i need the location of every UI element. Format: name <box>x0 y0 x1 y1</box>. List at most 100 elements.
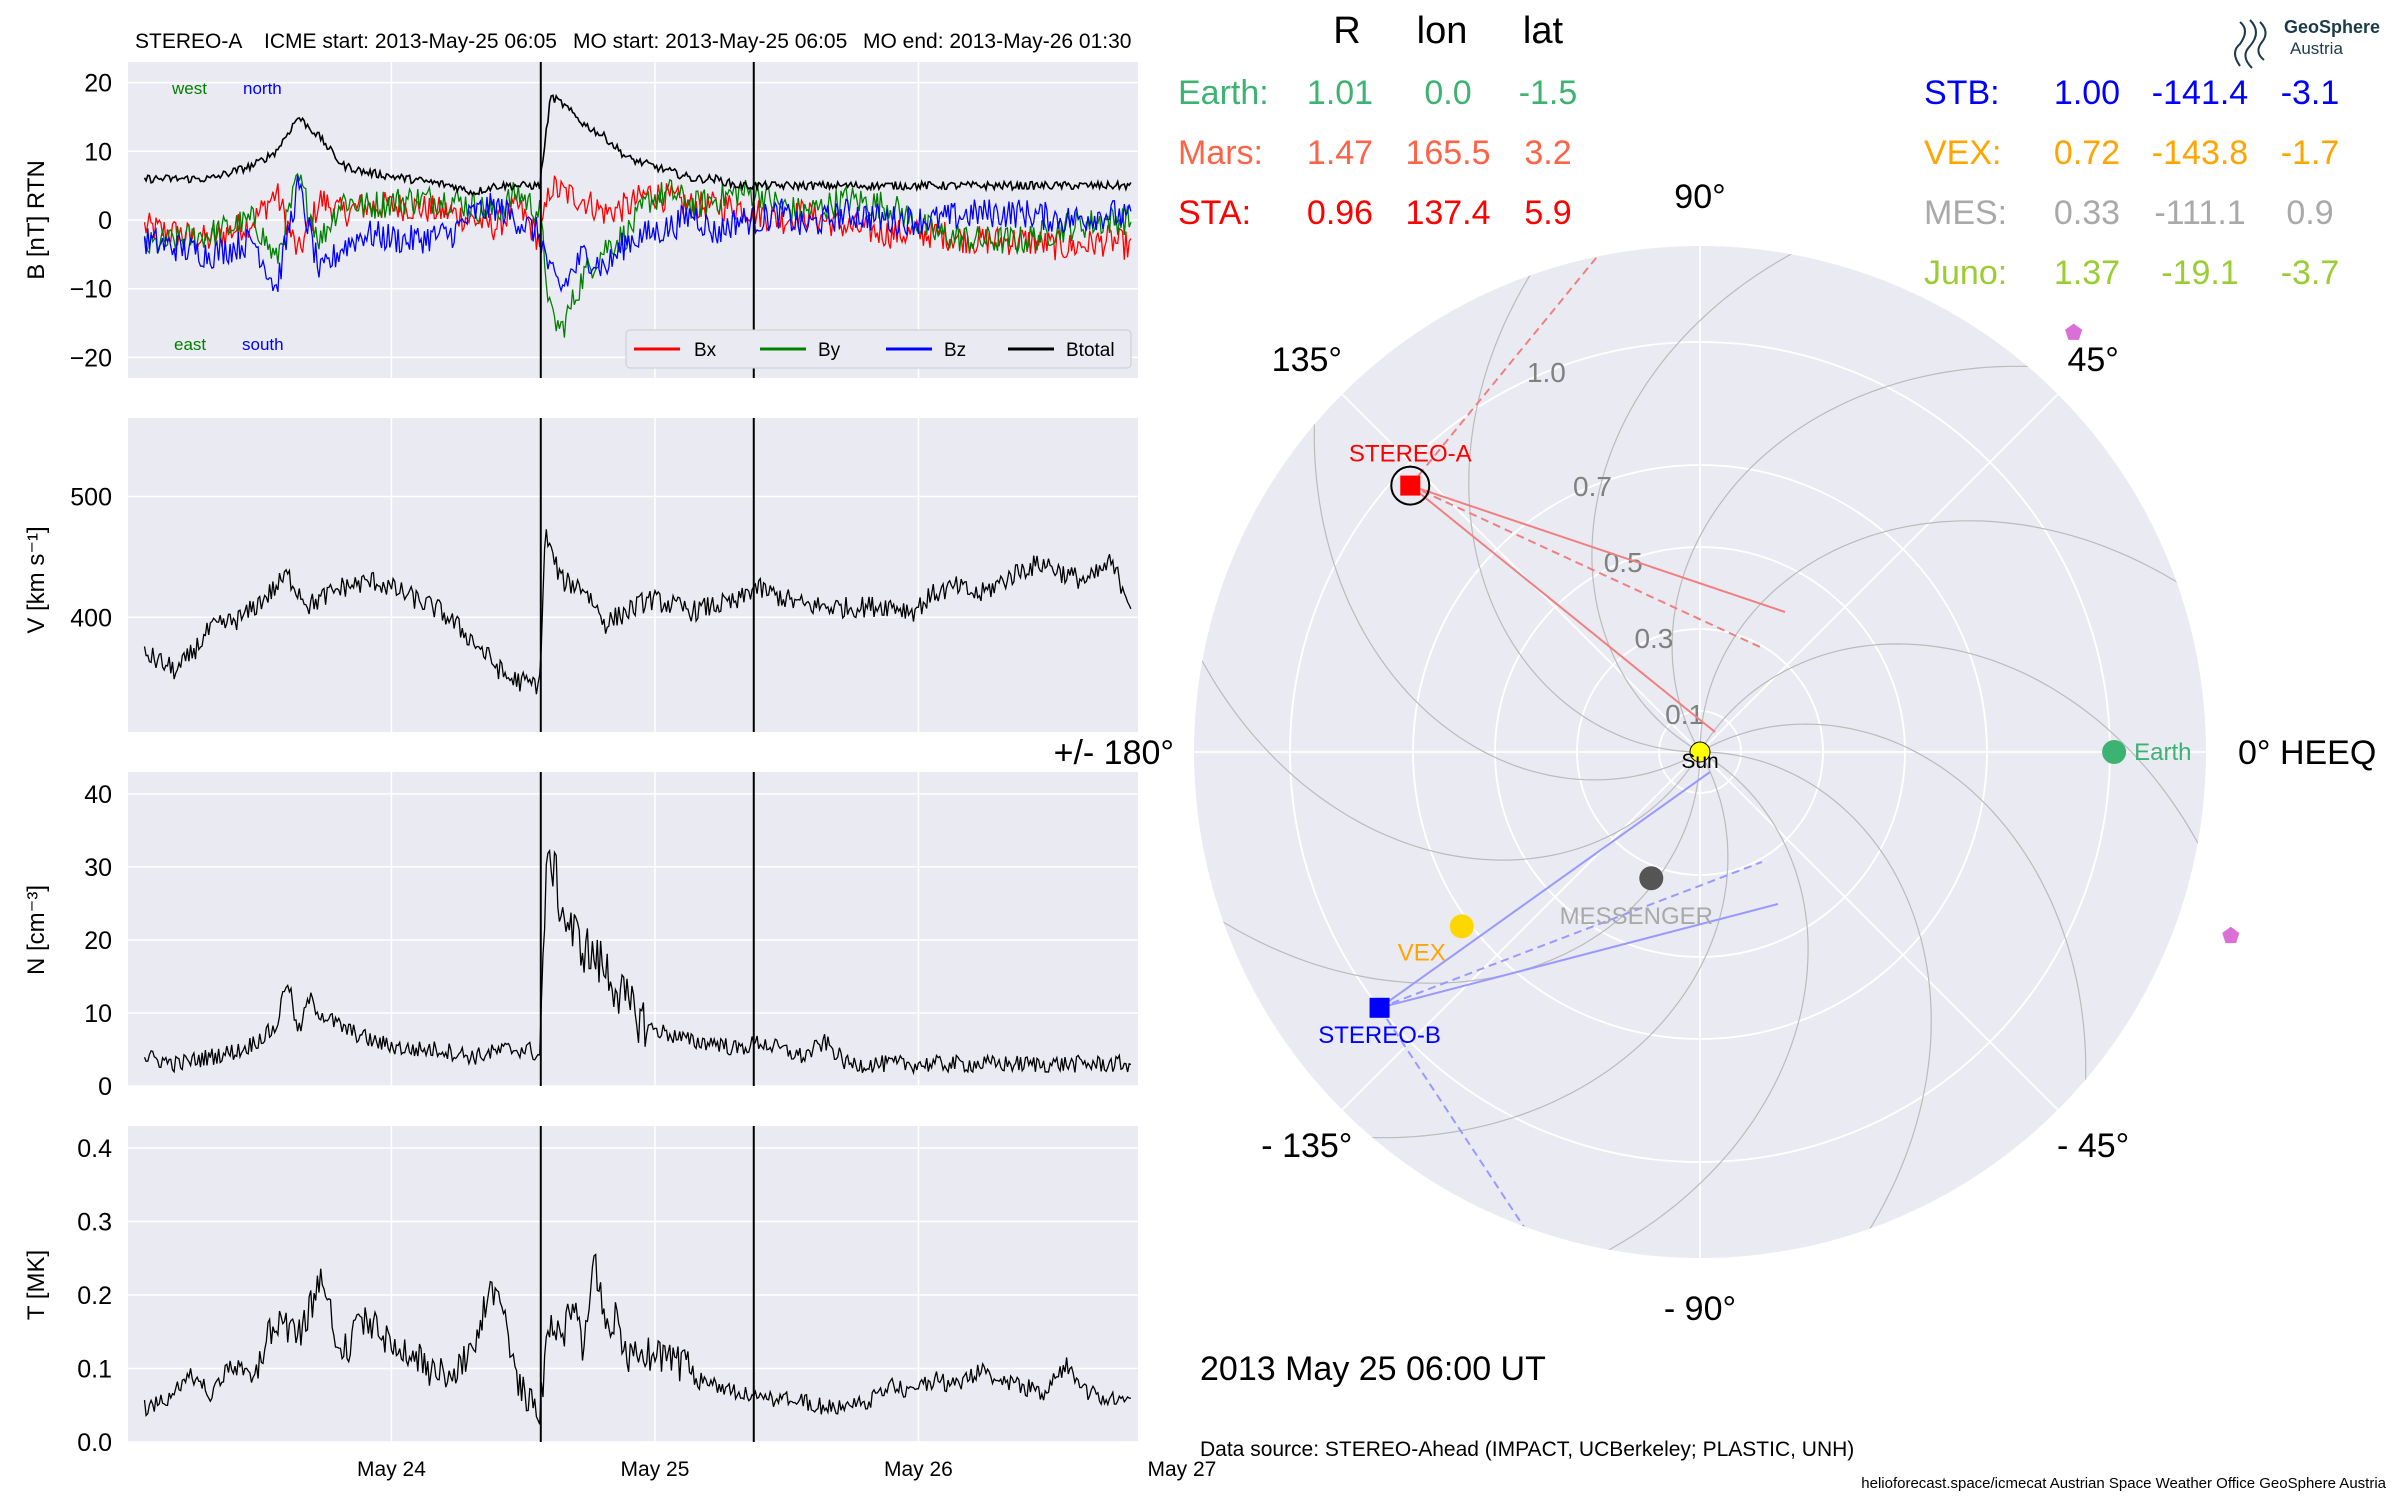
angle-label: - 135° <box>1261 1127 1352 1165</box>
juno-marker <box>2065 323 2083 340</box>
radial-tick-label: 1.0 <box>1527 357 1566 388</box>
sta-highlight-ring <box>1390 465 1431 506</box>
panel-background <box>128 1126 1138 1442</box>
timestamp: 2013 May 25 06:00 UT <box>1200 1350 1546 1388</box>
y-tick-label: 0 <box>98 207 112 235</box>
y-tick-label: 0.2 <box>77 1282 112 1310</box>
table-right-r: 0.72 <box>2054 134 2120 172</box>
radial-tick-label: 0.7 <box>1573 471 1612 502</box>
panel-background <box>128 772 1138 1086</box>
table-right-name: STB: <box>1924 74 2000 112</box>
body-vex-label: VEX <box>1398 939 1446 966</box>
body-messenger-marker <box>1639 866 1664 891</box>
footer-credits: helioforecast.space/icmecat Austrian Spa… <box>1861 1475 2386 1492</box>
legend-by: By <box>818 340 841 361</box>
annotation-north: north <box>243 79 282 98</box>
parker-spiral-line <box>1194 628 1699 861</box>
stb-solid-line <box>1378 771 1711 1009</box>
header-mo-end: MO end: 2013-May-26 01:30 <box>863 30 1132 53</box>
y-tick-label: 30 <box>84 854 112 882</box>
ylabel-n: N [cm⁻³] <box>23 885 50 975</box>
body-stereo-b-marker <box>1369 997 1390 1018</box>
density-panel: N [cm⁻³] 0 10 20 30 40 <box>23 772 1138 1101</box>
stb-dashed-line <box>1378 1007 1581 1258</box>
logo-mark-icon <box>2234 19 2267 69</box>
angular-grid-line <box>1699 751 2059 1111</box>
table-left-lon: 0.0 <box>1424 74 1471 112</box>
angle-label: - 45° <box>2057 1127 2129 1165</box>
body-sun-label: Sun <box>1681 750 1718 773</box>
parker-spiral-line <box>1335 755 1729 1139</box>
annotation-south: south <box>242 335 284 354</box>
stb-dashed-line <box>1379 861 1763 1009</box>
logo-line1: GeoSphere <box>2284 17 2380 37</box>
table-right-r: 0.33 <box>2054 194 2120 232</box>
x-tick-label: May 26 <box>884 1458 953 1481</box>
body-sun-marker <box>1689 741 1711 763</box>
body-stereo-a-marker <box>1400 475 1421 496</box>
y-tick-label: 500 <box>70 484 112 512</box>
parker-spiral-line <box>1468 246 1696 753</box>
parker-spiral-line <box>1703 723 2087 1117</box>
y-tick-label: 0.0 <box>77 1429 112 1457</box>
annotation-west: west <box>171 79 207 98</box>
geosphere-logo: GeoSphere Austria <box>2234 17 2380 69</box>
radial-tick-label: 0.3 <box>1634 623 1673 654</box>
parker-spirals <box>1194 246 2206 1258</box>
header-mo-start: MO start: 2013-May-25 06:05 <box>573 30 847 53</box>
y-tick-label: 20 <box>84 927 112 955</box>
y-tick-label: 0 <box>98 1073 112 1101</box>
table-right-name: MES: <box>1924 194 2007 232</box>
series-line-data <box>143 1253 1131 1425</box>
radial-tick-label: 0.1 <box>1665 699 1704 730</box>
body-earth-marker <box>2102 740 2127 764</box>
table-left-lat: -1.5 <box>1519 74 1578 112</box>
angular-grid-line <box>1341 751 1701 1111</box>
spacecraft-connection-lines <box>1378 246 1786 1258</box>
series-line-bz <box>143 175 1132 294</box>
logo-line2: Austria <box>2290 39 2343 58</box>
body-stereo-a-label: STEREO-A <box>1349 441 1472 468</box>
series-line-btotal <box>143 93 1132 197</box>
table-left-r: 1.01 <box>1307 74 1373 112</box>
parker-spiral-line <box>1704 751 1932 1258</box>
y-tick-label: 10 <box>84 1000 112 1028</box>
header-spacecraft: STEREO-A <box>135 30 242 53</box>
table-left-name: Earth: <box>1178 74 1269 112</box>
table-right-r: 1.37 <box>2054 254 2120 292</box>
sta-dashed-line <box>1409 246 1651 487</box>
table-right-lat: -3.7 <box>2281 254 2340 292</box>
body-messenger-label: MESSENGER <box>1560 903 1713 930</box>
y-tick-label: −20 <box>70 344 112 372</box>
table-left-name: STA: <box>1178 194 1251 232</box>
series-line-data <box>143 529 1132 695</box>
table-left-lon: 165.5 <box>1405 134 1490 172</box>
position-tables: Earth: 1.01 0.0 -1.5 Mars: 1.47 165.5 3.2 STA: 0.… <box>1178 74 2339 292</box>
table-right-name: Juno: <box>1924 254 2007 292</box>
angle-label: +/- 180° <box>1054 734 1174 772</box>
angle-label: - 90° <box>1664 1290 1736 1328</box>
x-tick-label: May 25 <box>621 1458 690 1481</box>
table-left-lat: 5.9 <box>1524 194 1571 232</box>
angle-label: 90° <box>1674 178 1725 216</box>
x-tick-label: May 27 <box>1147 1458 1216 1481</box>
table-right-lat: -3.1 <box>2281 74 2340 112</box>
temperature-panel: T [MK] 0.0 0.1 0.2 0.3 0.4 May 24 May 25 May 26… <box>23 1126 1216 1481</box>
column-header-r: R <box>1333 10 1360 52</box>
stb-solid-line <box>1379 903 1779 1009</box>
body-vex-marker <box>1449 914 1474 939</box>
body-earth-label: Earth <box>2134 739 2191 766</box>
parker-spiral-line <box>1194 756 1701 984</box>
y-tick-label: 0.4 <box>77 1135 112 1163</box>
y-tick-label: 0.3 <box>77 1209 112 1237</box>
header-icme-start: ICME start: 2013-May-25 06:05 <box>264 30 557 53</box>
table-left-r: 1.47 <box>1307 134 1373 172</box>
parker-spiral-line <box>1576 753 1809 1258</box>
column-header-lon: lon <box>1417 10 1468 52</box>
y-tick-label: 0.1 <box>77 1356 112 1384</box>
parker-spiral-line <box>1671 365 2065 749</box>
parker-spiral-line <box>1699 520 2206 748</box>
angle-label: 0° HEEQ <box>2238 734 2376 772</box>
